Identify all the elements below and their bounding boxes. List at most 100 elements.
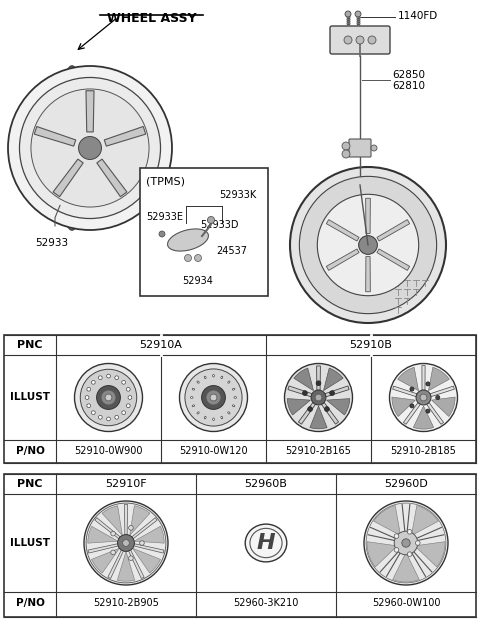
FancyBboxPatch shape [4, 474, 476, 617]
Circle shape [8, 66, 172, 230]
Text: PNC: PNC [17, 479, 43, 489]
Ellipse shape [234, 397, 237, 398]
Polygon shape [367, 542, 397, 567]
Text: 52910B: 52910B [349, 340, 393, 350]
Circle shape [129, 525, 133, 530]
FancyBboxPatch shape [349, 139, 371, 157]
Text: 52960B: 52960B [245, 479, 288, 489]
Circle shape [316, 381, 321, 386]
Polygon shape [377, 249, 409, 270]
Circle shape [115, 416, 119, 419]
Polygon shape [117, 552, 135, 581]
Polygon shape [104, 127, 146, 146]
Circle shape [394, 531, 418, 555]
Circle shape [128, 396, 132, 399]
Text: ILLUST: ILLUST [10, 392, 50, 402]
Polygon shape [326, 249, 359, 270]
Polygon shape [411, 505, 438, 535]
Circle shape [364, 501, 448, 585]
Polygon shape [393, 386, 417, 397]
Polygon shape [299, 402, 315, 424]
Polygon shape [108, 549, 124, 578]
Text: 52933E: 52933E [146, 212, 183, 222]
Polygon shape [86, 90, 94, 132]
Ellipse shape [232, 405, 235, 407]
Circle shape [402, 539, 410, 547]
Polygon shape [415, 542, 445, 567]
Polygon shape [53, 159, 83, 197]
Ellipse shape [228, 381, 230, 383]
Circle shape [122, 381, 125, 384]
Ellipse shape [197, 412, 199, 414]
Circle shape [98, 376, 102, 379]
Circle shape [285, 364, 352, 432]
Text: 52950: 52950 [176, 175, 209, 185]
Circle shape [356, 36, 364, 44]
Polygon shape [133, 544, 164, 553]
Text: 62810: 62810 [392, 81, 425, 91]
Text: 52933D: 52933D [200, 220, 239, 230]
Circle shape [420, 394, 427, 401]
Circle shape [31, 89, 149, 207]
Ellipse shape [213, 374, 215, 377]
Circle shape [426, 382, 430, 386]
Circle shape [185, 369, 242, 426]
Text: 52934: 52934 [182, 276, 213, 286]
Polygon shape [377, 220, 409, 241]
Circle shape [123, 540, 130, 547]
Circle shape [79, 137, 101, 160]
Circle shape [410, 387, 414, 391]
Polygon shape [88, 526, 118, 543]
Circle shape [96, 386, 120, 409]
Ellipse shape [192, 405, 194, 407]
Circle shape [389, 364, 457, 432]
Polygon shape [324, 368, 343, 391]
Polygon shape [102, 505, 122, 535]
Text: (TPMS): (TPMS) [146, 176, 185, 186]
Text: WHEEL ASSY: WHEEL ASSY [107, 12, 197, 25]
Ellipse shape [204, 416, 206, 419]
Circle shape [105, 394, 112, 401]
FancyBboxPatch shape [4, 335, 476, 463]
Ellipse shape [245, 524, 287, 562]
Polygon shape [131, 518, 157, 539]
Polygon shape [132, 548, 160, 573]
Ellipse shape [58, 66, 86, 230]
Circle shape [184, 255, 192, 261]
Circle shape [159, 231, 165, 237]
Circle shape [290, 167, 446, 323]
Circle shape [87, 404, 91, 407]
Text: 52933K: 52933K [219, 190, 257, 200]
Polygon shape [422, 366, 425, 390]
Polygon shape [88, 544, 119, 553]
Circle shape [80, 369, 137, 426]
Circle shape [180, 364, 248, 432]
Circle shape [129, 556, 133, 560]
Circle shape [206, 390, 221, 405]
Polygon shape [373, 505, 401, 535]
Circle shape [111, 531, 115, 536]
Circle shape [202, 386, 226, 409]
Polygon shape [134, 526, 164, 543]
Text: 52910-2B905: 52910-2B905 [93, 598, 159, 608]
Circle shape [107, 374, 110, 378]
Circle shape [308, 407, 312, 411]
Polygon shape [130, 505, 150, 535]
Polygon shape [366, 256, 371, 292]
Circle shape [140, 540, 144, 545]
Text: 52910F: 52910F [105, 479, 147, 489]
Polygon shape [429, 368, 449, 391]
Ellipse shape [221, 376, 223, 379]
Circle shape [342, 142, 350, 150]
Circle shape [118, 535, 134, 552]
Circle shape [20, 77, 160, 218]
Polygon shape [310, 406, 327, 429]
Circle shape [394, 548, 399, 552]
Ellipse shape [168, 229, 208, 251]
Circle shape [345, 11, 351, 17]
Polygon shape [326, 220, 359, 241]
Text: 52933: 52933 [36, 238, 69, 248]
Circle shape [317, 194, 419, 296]
Circle shape [92, 381, 95, 384]
Text: 52910-0W900: 52910-0W900 [74, 446, 143, 456]
